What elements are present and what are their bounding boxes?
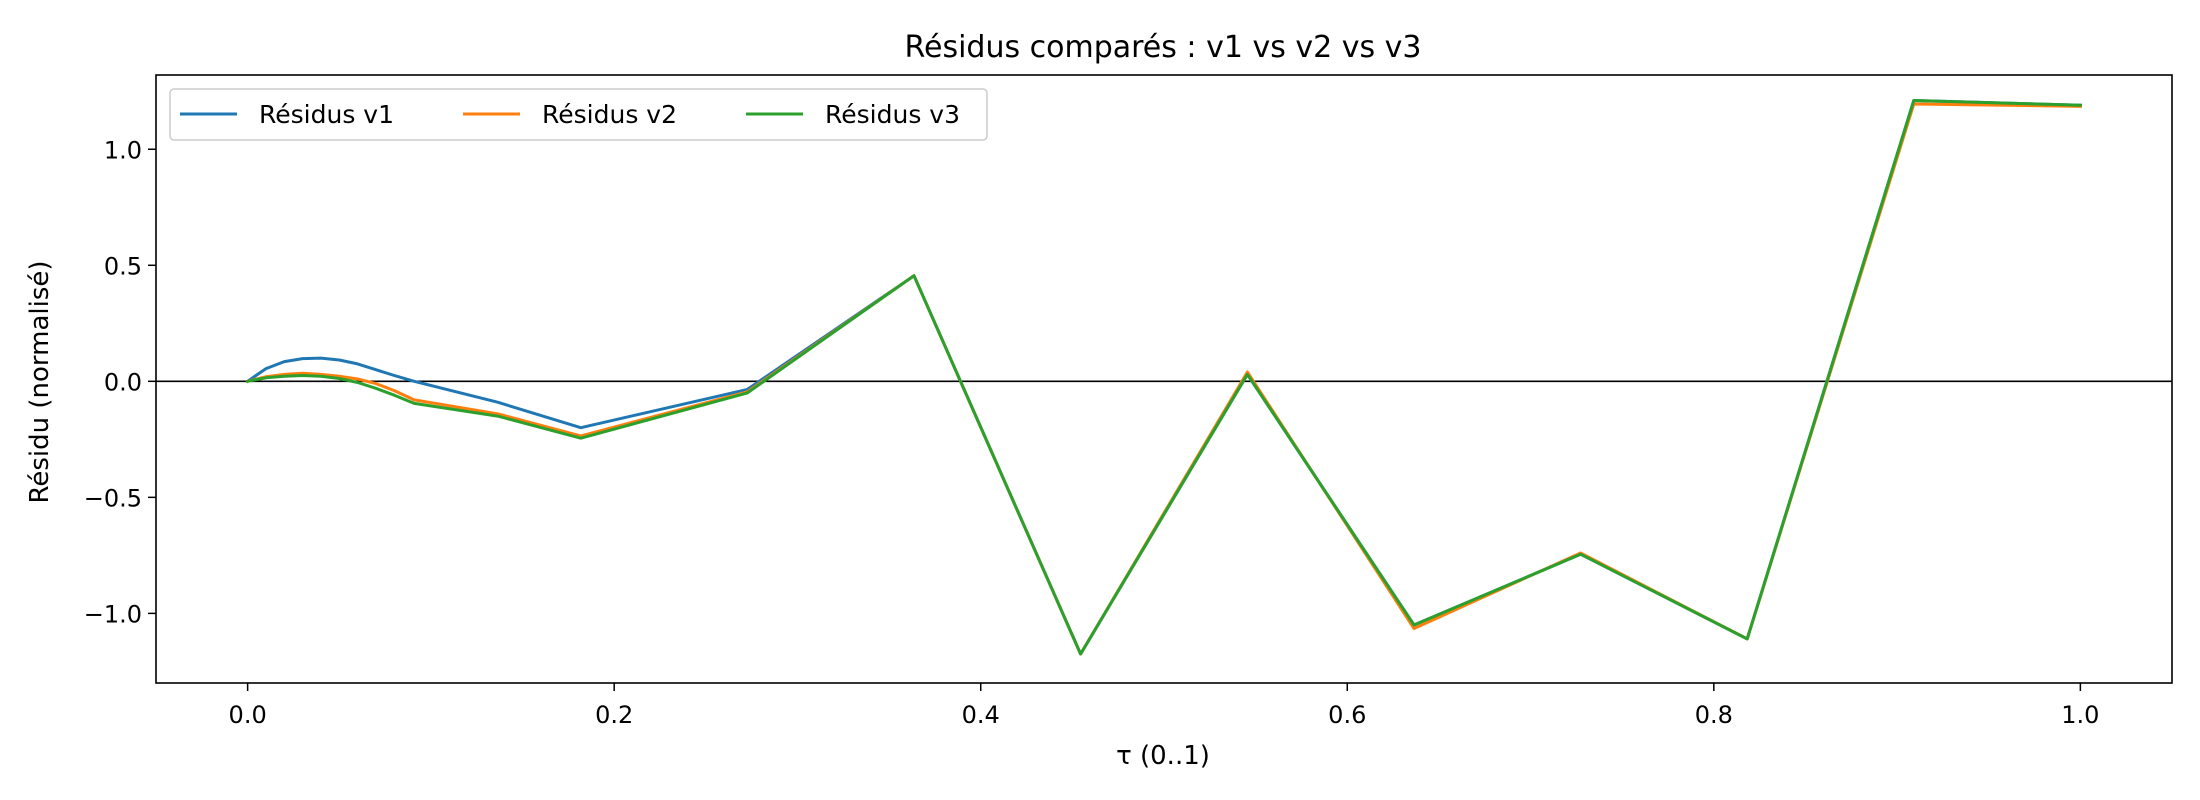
legend-label-v3: Résidus v3 [825, 100, 960, 129]
legend-label-v1: Résidus v1 [259, 100, 394, 129]
y-axis-label: Résidu (normalisé) [25, 260, 55, 503]
chart-title: Résidus comparés : v1 vs v2 vs v3 [904, 30, 1421, 65]
x-tick-label: 0.8 [1695, 701, 1733, 729]
legend: Résidus v1 Résidus v2 Résidus v3 [169, 88, 988, 141]
plot-area: 0.0 0.2 0.4 0.6 0.8 1.0 −1.0 −0.5 0.0 0.5 1.0 [84, 74, 2173, 729]
y-tick-label: 0.5 [104, 252, 142, 280]
y-tick-label: −1.0 [84, 600, 142, 628]
series-line-v1 [245, 99, 2082, 656]
x-tick-label: 0.0 [229, 701, 267, 729]
series-line-v3 [245, 99, 2082, 656]
x-tick-label: 1.0 [2061, 701, 2099, 729]
x-tick-label: 0.2 [595, 701, 633, 729]
axes-frame [155, 74, 2173, 684]
legend-label-v2: Résidus v2 [542, 100, 677, 129]
x-tick-label: 0.4 [962, 701, 1000, 729]
y-tick-label: −0.5 [84, 484, 142, 512]
y-tick-label: 0.0 [104, 368, 142, 396]
y-tick-label: 1.0 [104, 136, 142, 164]
series-line-v2 [245, 102, 2082, 656]
legend-frame [169, 88, 988, 141]
x-axis-label: τ (0..1) [1116, 741, 1210, 771]
x-tick-label: 0.6 [1328, 701, 1366, 729]
